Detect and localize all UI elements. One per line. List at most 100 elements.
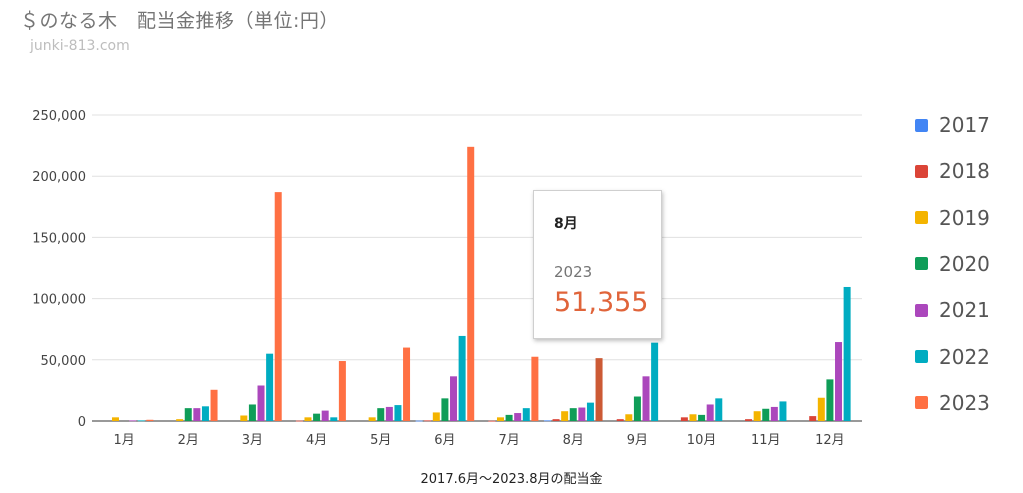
x-tick-label: 5月 (370, 433, 391, 448)
bar-2019-1月[interactable] (111, 417, 119, 421)
y-tick-label: 200,000 (32, 170, 86, 185)
legend-item-2018[interactable]: 2018 (915, 158, 990, 184)
bar-2022-12月[interactable] (843, 286, 851, 421)
bar-2019-8月[interactable] (561, 411, 569, 421)
bar-2018-11月[interactable] (745, 419, 753, 421)
bar-2019-2月[interactable] (176, 419, 184, 421)
bar-2020-3月[interactable] (248, 404, 256, 421)
legend-label: 2017 (939, 113, 990, 137)
bar-2018-10月[interactable] (680, 417, 688, 421)
bar-2023-8月[interactable] (595, 358, 603, 421)
bar-2022-10月[interactable] (715, 398, 723, 421)
legend-item-2023[interactable]: 2023 (915, 390, 990, 416)
bar-2021-8月[interactable] (578, 407, 586, 421)
bar-2021-3月[interactable] (257, 385, 265, 421)
chart-caption: 2017.6月～2023.8月の配当金 (420, 472, 603, 487)
tooltip-series: 2023 (554, 263, 593, 281)
bar-2020-7月[interactable] (505, 414, 513, 421)
legend-item-2020[interactable]: 2020 (915, 251, 990, 277)
legend-label: 2021 (939, 298, 990, 323)
bar-2023-3月[interactable] (274, 192, 282, 421)
bar-2021-5月[interactable] (385, 406, 393, 421)
bar-2022-11月[interactable] (779, 401, 787, 421)
bar-2022-5月[interactable] (394, 405, 402, 421)
x-tick-label: 10月 (687, 433, 717, 448)
bar-2021-11月[interactable] (770, 406, 778, 421)
bar-2018-7月[interactable] (488, 420, 496, 422)
bar-2019-4月[interactable] (304, 417, 312, 421)
x-tick-label: 11月 (751, 433, 781, 448)
bar-2022-8月[interactable] (586, 402, 594, 421)
x-tick-label: 9月 (627, 433, 648, 448)
bar-2023-7月[interactable] (531, 356, 539, 421)
bar-2019-10月[interactable] (689, 414, 697, 421)
bar-2023-6月[interactable] (467, 146, 475, 421)
legend-swatch (915, 257, 928, 271)
bar-2018-12月[interactable] (809, 416, 817, 421)
bar-2020-6月[interactable] (441, 398, 449, 421)
x-tick-label: 8月 (563, 433, 584, 448)
bar-2022-4月[interactable] (330, 417, 338, 421)
y-tick-label: 250,000 (32, 109, 86, 124)
bar-2022-3月[interactable] (266, 353, 274, 421)
bar-2020-12月[interactable] (826, 379, 834, 421)
x-tick-label: 7月 (498, 433, 519, 448)
bar-2018-6月[interactable] (424, 420, 432, 422)
bar-2019-12月[interactable] (817, 397, 825, 421)
chart-title: ＄のなる木 配当金推移（単位:円） (20, 10, 339, 32)
bar-2022-9月[interactable] (651, 342, 659, 421)
x-tick-label: 1月 (113, 433, 134, 448)
bar-2023-4月[interactable] (338, 361, 346, 421)
x-tick-label: 4月 (306, 433, 327, 448)
bar-2021-1月[interactable] (129, 420, 137, 422)
x-tick-label: 3月 (242, 433, 263, 448)
bar-2019-6月[interactable] (432, 412, 440, 421)
bar-2020-2月[interactable] (184, 408, 192, 421)
y-tick-label: 0 (78, 415, 86, 430)
bar-2022-1月[interactable] (137, 420, 145, 422)
x-tick-label: 2月 (178, 433, 199, 448)
bar-2023-2月[interactable] (210, 389, 218, 421)
bar-2018-4月[interactable] (295, 420, 303, 422)
legend-label: 2018 (939, 159, 990, 184)
legend-item-2022[interactable]: 2022 (915, 344, 990, 370)
bar-2021-12月[interactable] (835, 342, 843, 421)
bar-2021-6月[interactable] (450, 376, 458, 421)
y-tick-label: 100,000 (32, 293, 86, 308)
bar-2017-6月[interactable] (415, 420, 423, 422)
bar-2019-9月[interactable] (625, 414, 633, 421)
legend-item-2021[interactable]: 2021 (915, 297, 990, 323)
bar-2019-11月[interactable] (753, 411, 761, 421)
bar-2020-11月[interactable] (762, 408, 770, 421)
bar-2023-5月[interactable] (403, 347, 411, 421)
bar-2020-9月[interactable] (633, 396, 641, 421)
bar-2021-10月[interactable] (706, 404, 714, 421)
bar-2021-2月[interactable] (193, 408, 201, 421)
bar-2022-7月[interactable] (522, 408, 530, 421)
bar-2022-6月[interactable] (458, 335, 466, 421)
bar-2017-8月[interactable] (543, 420, 551, 422)
bar-2020-10月[interactable] (698, 414, 706, 421)
bar-2020-4月[interactable] (313, 413, 321, 421)
bar-2019-3月[interactable] (240, 415, 248, 421)
legend-item-2019[interactable]: 2019 (915, 205, 990, 231)
legend-item-2017[interactable]: 2017 (915, 112, 990, 138)
bar-2020-5月[interactable] (377, 408, 385, 421)
bar-2021-4月[interactable] (321, 410, 329, 421)
bar-2018-9月[interactable] (616, 419, 624, 421)
legend-swatch (915, 350, 928, 363)
bar-2019-5月[interactable] (368, 417, 376, 421)
y-tick-label: 150,000 (32, 231, 86, 246)
bar-2023-1月[interactable] (146, 419, 154, 421)
bar-2018-8月[interactable] (552, 419, 560, 421)
bar-2021-7月[interactable] (514, 413, 522, 421)
chart-tooltip: 8月 2023 51,355 (533, 190, 662, 339)
bar-2022-2月[interactable] (201, 406, 209, 421)
legend-label: 2022 (939, 344, 990, 369)
legend-swatch (915, 303, 928, 317)
bar-2021-9月[interactable] (642, 376, 650, 421)
bar-2020-8月[interactable] (569, 408, 577, 421)
chart-subtitle: junki-813.com (30, 38, 130, 54)
bar-2019-7月[interactable] (496, 417, 504, 421)
